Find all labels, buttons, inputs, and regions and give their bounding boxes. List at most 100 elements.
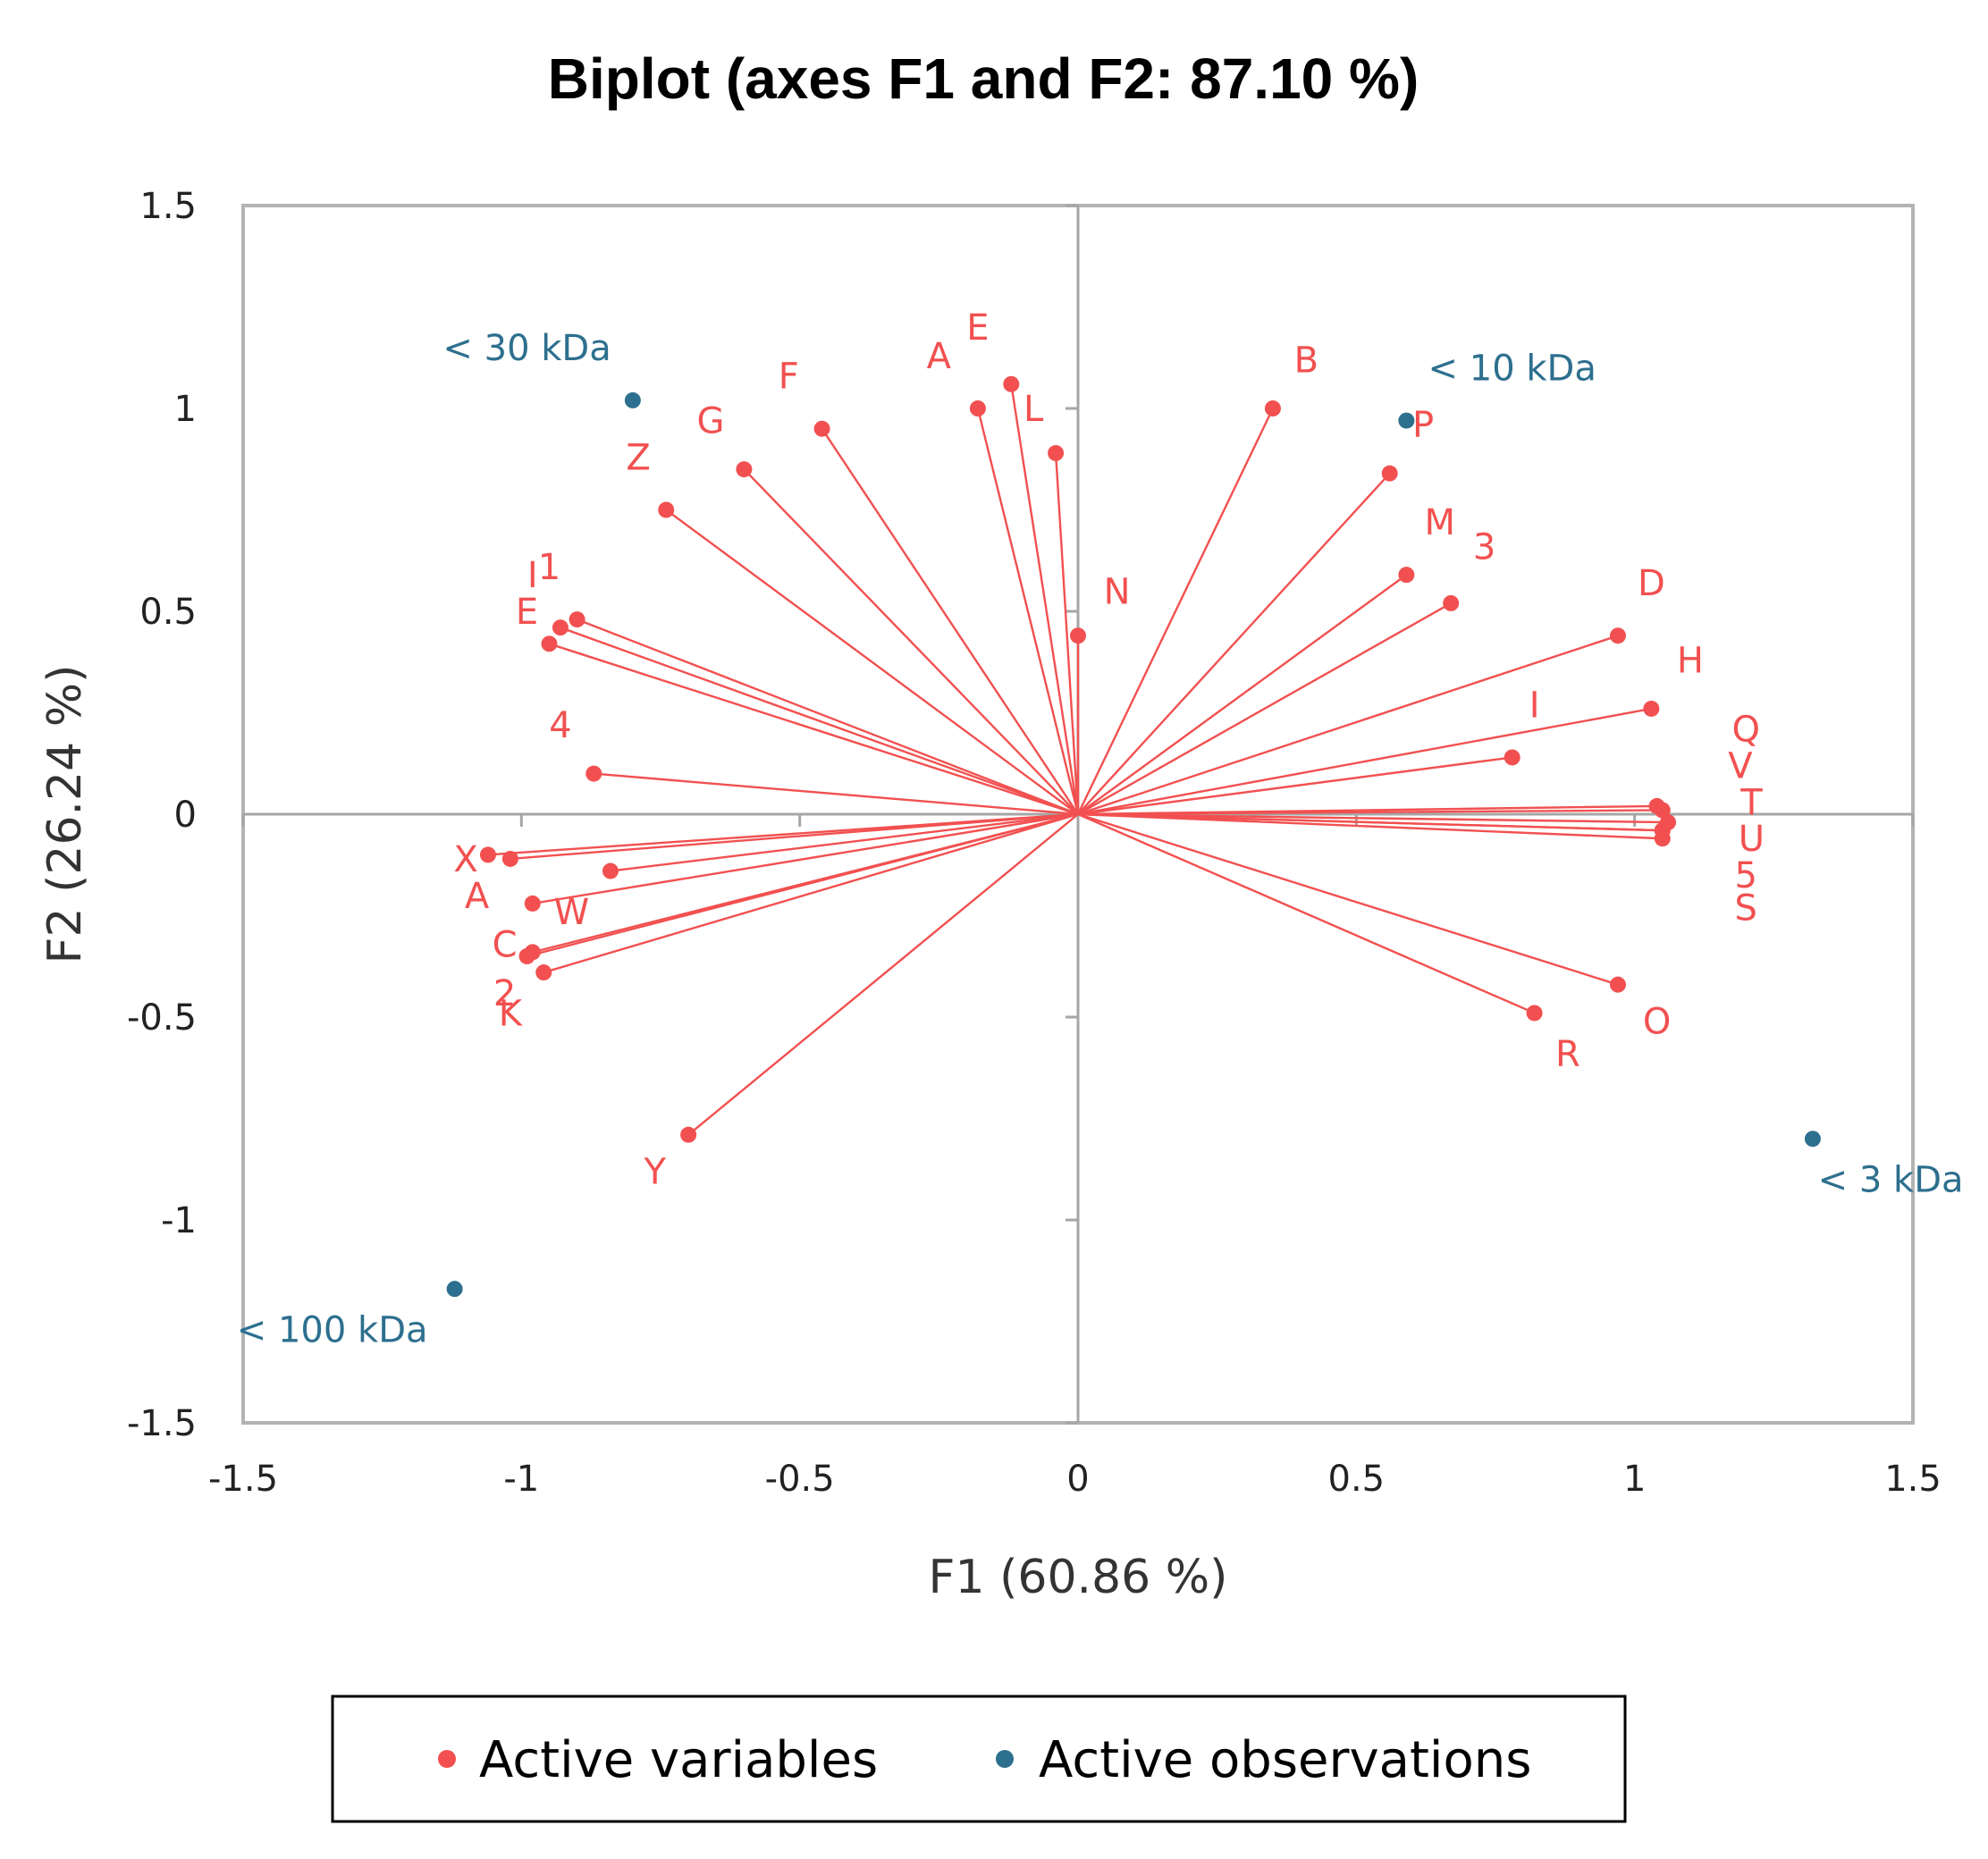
variable-label: 1	[538, 547, 560, 588]
variable-point	[1654, 802, 1671, 819]
variable-label: O	[1643, 1002, 1671, 1043]
variable-label: C	[493, 924, 518, 965]
variable-vector	[1077, 756, 1512, 816]
variable-point	[479, 846, 496, 863]
variable-label: Z	[626, 437, 650, 478]
observation-label: < 100 kDa	[237, 1310, 428, 1351]
y-tick-label: 1	[174, 389, 197, 430]
variable-label: I	[527, 555, 538, 596]
variable-vector	[1054, 452, 1080, 815]
observation-label: < 3 kDa	[1818, 1160, 1964, 1201]
x-tick-label: -0.5	[765, 1459, 835, 1500]
variable-vector	[526, 812, 1079, 958]
variable-point	[1443, 594, 1460, 611]
variable-point	[1609, 976, 1626, 993]
variable-point	[1609, 627, 1626, 644]
x-tick-label: 0.5	[1328, 1459, 1386, 1500]
variable-point	[680, 1126, 697, 1143]
observation-point	[1398, 412, 1415, 429]
variable-point	[1504, 749, 1520, 766]
y-tick-label: -0.5	[127, 997, 197, 1039]
variable-vector	[665, 509, 1079, 815]
variable-vectors	[487, 383, 1669, 1136]
variable-label: M	[1424, 502, 1455, 543]
variable-label: S	[1735, 887, 1757, 929]
variable-point	[535, 964, 552, 981]
variable-vector	[594, 772, 1079, 816]
variable-label: Q	[1731, 710, 1759, 751]
variable-label: D	[1638, 563, 1665, 604]
variable-vector	[1076, 408, 1275, 815]
variable-vector	[1077, 812, 1663, 840]
legend-label-active-observations: Active observations	[1039, 1731, 1531, 1789]
variable-vector	[1077, 812, 1536, 1014]
y-tick-label: 0	[174, 795, 197, 836]
variable-label: X	[453, 839, 477, 880]
variable-vector	[577, 618, 1079, 816]
variable-vector	[976, 408, 1080, 815]
variable-point	[602, 862, 619, 879]
variable-label: E	[966, 307, 989, 349]
variable-point	[541, 635, 558, 652]
variable-label: W	[554, 892, 590, 933]
variable-point	[501, 850, 518, 867]
observation-label: < 30 kDa	[442, 328, 611, 369]
variable-vector	[1077, 472, 1391, 815]
variable-point	[1381, 465, 1398, 482]
variable-point	[1643, 700, 1660, 717]
variable-vector	[610, 812, 1079, 872]
observation-label: < 10 kDa	[1428, 349, 1596, 390]
variable-vector	[487, 812, 1079, 856]
variable-vector	[1077, 812, 1619, 986]
x-axis-title: F1 (60.86 %)	[929, 1551, 1228, 1604]
variable-label: 3	[1473, 526, 1495, 568]
variable-vector	[1077, 601, 1452, 816]
variable-label: B	[1294, 341, 1318, 382]
variable-vector	[532, 812, 1079, 905]
variable-label: V	[1728, 746, 1753, 787]
variable-vector	[1010, 383, 1080, 815]
variable-vector	[1077, 635, 1619, 816]
variable-label: H	[1677, 640, 1704, 681]
variable-vector	[1077, 574, 1408, 815]
x-tick-label: -1.5	[208, 1459, 278, 1500]
variable-label: 5	[1734, 855, 1756, 896]
variable-point	[552, 619, 569, 636]
variable-label: Y	[644, 1152, 667, 1193]
variable-point	[1070, 627, 1086, 644]
variable-vector	[743, 468, 1079, 815]
variable-label: P	[1412, 405, 1434, 446]
y-tick-label: 1.5	[139, 186, 197, 227]
variable-point	[1048, 444, 1065, 461]
legend-marker-active-variables	[438, 1750, 456, 1768]
variable-label: T	[1740, 782, 1763, 823]
variable-vector	[543, 812, 1079, 974]
variable-point	[736, 461, 753, 478]
chart-title: Biplot (axes F1 and F2: 87.10 %)	[548, 46, 1419, 111]
variable-vector	[1077, 812, 1663, 832]
observation-point	[624, 391, 641, 408]
variable-label: F	[779, 357, 799, 398]
observation-point	[446, 1281, 463, 1298]
y-tick-label: -1.5	[127, 1403, 197, 1444]
variable-point	[1398, 567, 1415, 584]
variable-vector	[549, 643, 1079, 816]
variable-label: R	[1555, 1034, 1580, 1075]
variable-point	[569, 611, 585, 628]
variable-label: N	[1104, 571, 1131, 612]
observation-point	[1804, 1131, 1821, 1148]
variable-vector	[560, 627, 1079, 816]
variable-point	[524, 895, 541, 912]
variable-label: E	[516, 592, 538, 633]
variable-vector	[821, 428, 1079, 815]
legend: Active variables Active observations	[331, 1695, 1627, 1823]
variable-vector	[1077, 809, 1663, 816]
data-points	[446, 375, 1821, 1298]
variable-point	[969, 400, 986, 416]
variable-label: G	[697, 401, 725, 442]
variable-label: U	[1739, 819, 1765, 860]
legend-label-active-variables: Active variables	[479, 1731, 878, 1789]
y-tick-label: 0.5	[139, 592, 197, 633]
